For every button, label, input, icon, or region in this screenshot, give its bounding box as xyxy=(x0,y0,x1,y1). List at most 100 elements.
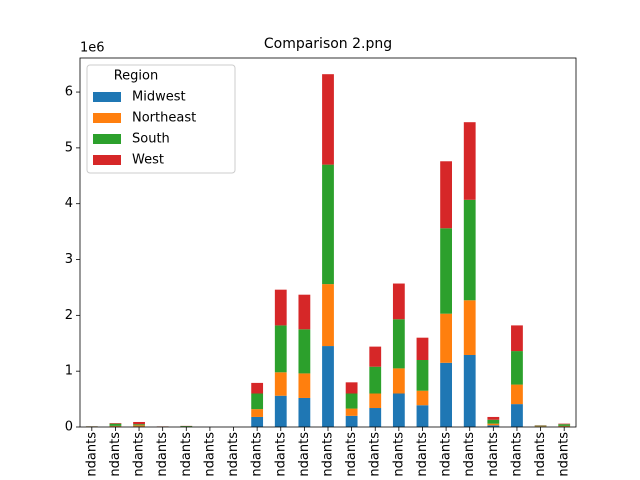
bar-segment xyxy=(416,337,429,361)
bar-segment xyxy=(392,319,405,369)
legend-label: Northeast xyxy=(132,111,196,126)
legend-label: South xyxy=(132,132,170,147)
bar-segment xyxy=(298,294,311,330)
bar-segment xyxy=(369,408,382,427)
bar-segment xyxy=(558,425,571,427)
x-tick-label: ndants xyxy=(439,432,454,477)
bar-segment xyxy=(440,161,452,229)
bar-segment xyxy=(251,416,264,427)
bar-segment xyxy=(133,421,145,425)
legend-label: Midwest xyxy=(132,90,186,105)
bar-segment xyxy=(369,393,382,409)
x-tick-label: ndants xyxy=(321,432,336,477)
legend-swatch xyxy=(93,155,121,165)
x-tick-label: ndants xyxy=(202,432,217,477)
x-tick-label: ndants xyxy=(557,432,572,477)
x-tick-label: ndants xyxy=(486,432,501,477)
axes-frame xyxy=(79,57,577,428)
bar-segment xyxy=(345,393,358,409)
bar-segment xyxy=(487,425,500,427)
bar-segment xyxy=(298,397,311,427)
bar-segment xyxy=(345,415,358,427)
bar-segment xyxy=(392,283,405,320)
bar-segment xyxy=(109,425,122,427)
offset-label: 1e6 xyxy=(80,41,105,56)
bar-segment xyxy=(274,395,287,427)
bar-segment xyxy=(274,325,287,373)
x-tick-label: ndants xyxy=(108,432,123,477)
y-tick-label: 3 xyxy=(65,252,73,267)
x-tick-label: ndants xyxy=(368,432,383,477)
y-tick-label: 6 xyxy=(65,85,73,100)
bar-segment xyxy=(274,372,287,396)
bar-segment xyxy=(298,329,311,374)
bar-segment xyxy=(322,74,334,165)
bar-segment xyxy=(487,419,500,424)
bar-segment xyxy=(511,404,523,427)
x-tick-label: ndants xyxy=(462,432,477,477)
bar-segment xyxy=(440,362,452,427)
bar-segment xyxy=(322,284,334,347)
bar-segment xyxy=(251,393,264,410)
x-tick-label: ndants xyxy=(155,432,170,477)
x-tick-label: ndants xyxy=(344,432,359,477)
x-tick-label: ndants xyxy=(391,432,406,477)
x-tick-label: ndants xyxy=(84,432,99,477)
legend-title: Region xyxy=(114,69,159,84)
y-tick-label: 1 xyxy=(65,364,73,379)
x-tick-label: ndants xyxy=(250,432,265,477)
bar-segment xyxy=(251,409,264,417)
x-tick-label: ndants xyxy=(509,432,524,477)
bar-segment xyxy=(440,313,452,363)
bar-segment xyxy=(487,416,500,420)
legend-label: West xyxy=(132,153,164,168)
x-tick-label: ndants xyxy=(297,432,312,477)
x-tick-label: ndants xyxy=(179,432,194,477)
bar-segment xyxy=(511,325,523,352)
bar-segment xyxy=(133,425,145,427)
bar-segment xyxy=(392,393,405,427)
bar-segment xyxy=(463,199,476,301)
bar-segment xyxy=(511,384,523,405)
bar-segment xyxy=(558,423,571,425)
bar-segment xyxy=(463,354,476,427)
y-tick-label: 0 xyxy=(65,420,73,435)
legend-swatch xyxy=(93,134,121,144)
bar-segment xyxy=(369,346,382,367)
bar-segment xyxy=(109,423,122,426)
y-tick-label: 4 xyxy=(65,196,73,211)
bar-segment xyxy=(298,373,311,398)
bar-segment xyxy=(487,423,500,426)
bar-segment xyxy=(345,382,358,394)
bar-segment xyxy=(463,300,476,355)
bar-segment xyxy=(416,405,429,427)
bar-segment xyxy=(345,408,358,416)
chart-title: Comparison 2.png xyxy=(264,36,392,52)
bar-segment xyxy=(251,382,264,394)
y-tick-label: 5 xyxy=(65,140,73,155)
bar-segment xyxy=(274,289,287,326)
bar-segment xyxy=(440,228,452,314)
bar-segment xyxy=(416,360,429,391)
x-tick-label: ndants xyxy=(132,432,147,477)
bar-segment xyxy=(511,351,523,385)
bar-segment xyxy=(463,122,476,200)
legend-swatch xyxy=(93,113,121,123)
bar-segment xyxy=(534,426,547,427)
bar-segment xyxy=(558,424,571,426)
bar-segment xyxy=(369,366,382,394)
bar-segment xyxy=(322,164,334,285)
bar-segment xyxy=(109,423,122,424)
x-tick-label: ndants xyxy=(226,432,241,477)
x-tick-label: ndants xyxy=(533,432,548,477)
bar-segment xyxy=(534,425,547,427)
legend-swatch xyxy=(93,92,121,102)
y-tick-label: 2 xyxy=(65,308,73,323)
legend-box xyxy=(86,64,236,174)
bar-segment xyxy=(392,368,405,394)
bar-segment xyxy=(322,346,334,427)
bar-segment xyxy=(416,390,429,406)
bar-segment xyxy=(133,424,145,426)
